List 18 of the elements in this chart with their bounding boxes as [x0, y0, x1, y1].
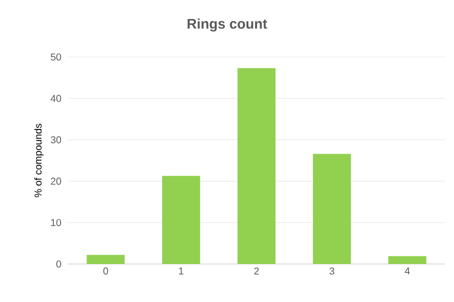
bar — [312, 154, 351, 264]
chart-title: Rings count — [188, 18, 268, 32]
y-tick-label: 0 — [56, 260, 62, 268]
bar — [162, 176, 200, 264]
x-tick-label: 2 — [254, 268, 259, 274]
y-tick-label: 30 — [50, 136, 62, 144]
y-tick-label: 20 — [50, 178, 62, 185]
y-axis-title: % of compounds — [34, 124, 44, 198]
bar — [388, 256, 426, 264]
bar — [238, 68, 276, 264]
x-tick-label: 1 — [179, 268, 184, 274]
y-tick-label: 40 — [50, 94, 62, 102]
x-tick-label: 0 — [103, 268, 108, 275]
y-tick-label: 10 — [51, 219, 62, 226]
x-tick-label: 4 — [404, 268, 410, 274]
x-tick-label: 3 — [330, 268, 334, 275]
bar — [86, 254, 125, 264]
y-tick-label: 50 — [50, 53, 62, 61]
